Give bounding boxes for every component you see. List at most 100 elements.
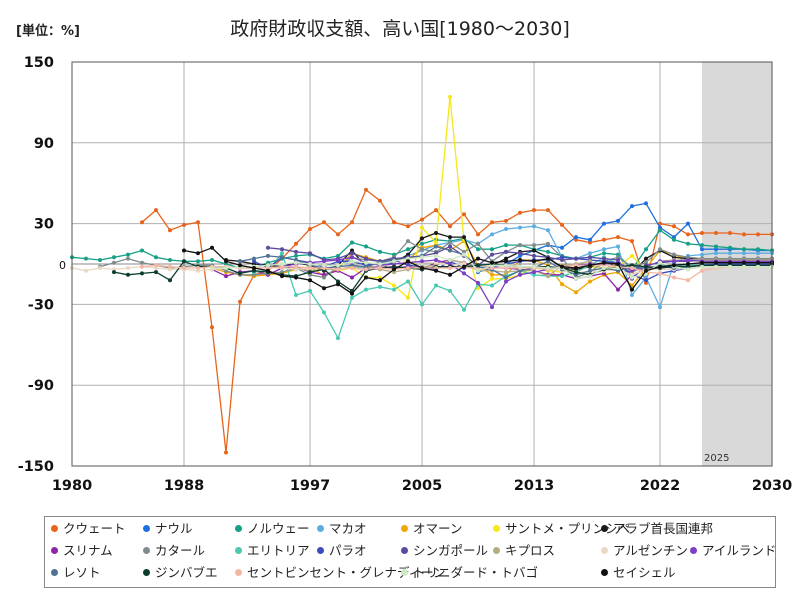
data-point [322,286,326,291]
data-point [602,266,606,270]
data-point [224,266,228,270]
data-point [406,259,410,264]
data-point [658,271,662,276]
data-point [406,266,410,270]
legend-label: パラオ [329,543,367,558]
data-point [294,264,298,269]
x-tick-label: 2030 [752,478,792,494]
legend-label: マカオ [329,521,367,536]
data-point [112,255,116,260]
data-point [84,268,88,273]
data-point [574,276,578,281]
data-point [672,237,676,242]
data-point [336,336,340,341]
data-point [196,251,200,256]
data-point [672,275,676,280]
data-point [546,274,550,279]
legend-marker [317,525,324,532]
legend-item: キプロス [493,542,555,560]
data-point [420,241,424,246]
data-point [252,256,256,261]
legend-item: トリニダード・トバゴ [401,564,538,582]
legend-marker [601,525,608,532]
data-point [644,247,648,252]
data-point [658,228,662,233]
data-point [448,272,452,277]
data-point [140,260,144,265]
legend-item: セイシェル [601,564,676,582]
legend: クウェート ナウル ノルウェー マカオ オマーン サントメ・プリンシペ アラブ首長国連邦 スリ… [44,516,776,588]
series-19 [182,245,774,296]
data-point [518,225,522,230]
data-point [686,267,690,272]
data-point [504,270,508,275]
data-point [546,256,550,261]
data-point [756,232,760,237]
legend-label: キプロス [505,543,556,558]
data-point [588,255,592,260]
data-point [476,256,480,261]
series-line [281,256,772,308]
data-point [294,275,298,280]
data-point [602,260,606,265]
data-point [686,278,690,283]
legend-label: シンガポール [413,543,489,558]
data-point [630,287,634,292]
legend-label: セントビンセント・グレナディーン [247,565,446,580]
data-point [686,241,690,246]
data-point [448,235,452,240]
legend-item: サントメ・プリンシペ [493,520,630,538]
data-point [434,268,438,273]
data-point [266,245,270,250]
data-point [532,208,536,213]
data-point [756,264,760,269]
data-point [672,263,676,268]
legend-marker [690,547,697,554]
data-point [700,264,704,269]
data-point [504,218,508,223]
data-point [574,270,578,275]
data-point [350,295,354,300]
data-point [406,224,410,229]
legend-label: オマーン [413,521,463,536]
data-point [448,248,452,253]
data-point [742,247,746,252]
data-point [686,258,690,262]
data-point [504,227,508,231]
data-point [392,283,396,288]
data-point [392,287,396,292]
legend-item: スリナム [51,542,113,560]
data-point [588,263,592,268]
data-point [560,264,564,269]
data-point [742,251,746,256]
legend-marker [235,525,242,532]
data-point [462,235,466,240]
legend-label: レソト [63,565,101,580]
legend-marker [601,547,608,554]
legend-marker [51,525,58,532]
data-point [378,262,382,266]
data-point [588,274,592,279]
data-point [602,256,606,261]
data-point [294,260,298,265]
data-point [714,260,718,265]
legend-marker [143,547,150,554]
data-point [420,259,424,264]
data-point [294,241,298,246]
data-point [434,283,438,288]
data-point [448,224,452,229]
data-point [266,253,270,258]
data-point [420,255,424,260]
data-point [742,264,746,269]
data-point [658,247,662,252]
data-point [350,220,354,225]
data-point [476,263,480,268]
data-point [672,259,676,264]
data-point [518,243,522,248]
data-point [238,299,242,304]
data-point [210,245,214,250]
legend-label: ノルウェー [247,521,310,536]
data-point [700,260,704,265]
data-point [616,235,620,240]
data-point [364,187,368,192]
